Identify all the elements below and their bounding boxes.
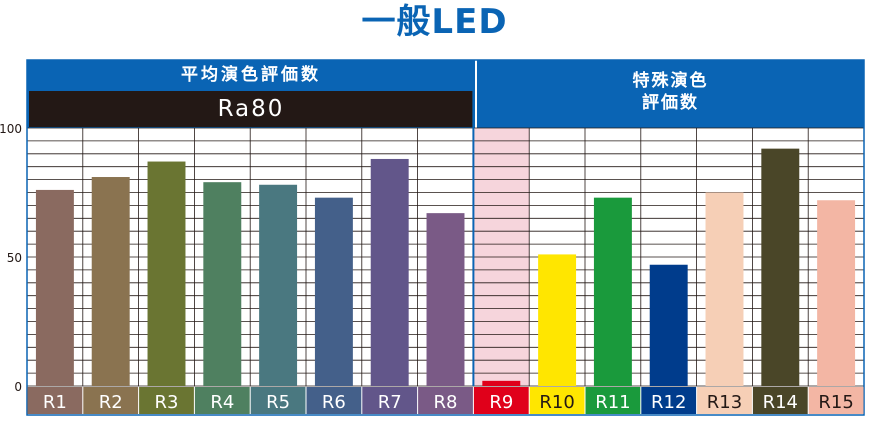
category-cell-r5 [250, 387, 306, 414]
bar-r11 [593, 197, 632, 386]
y-tick-label: 100 [0, 122, 22, 136]
category-label-r5: R5 [266, 392, 290, 413]
category-cell-r7 [362, 387, 418, 414]
category-label-r7: R7 [378, 392, 402, 413]
bar-r15 [817, 200, 856, 386]
category-cell-r8 [418, 387, 473, 414]
category-cell-r9 [473, 387, 529, 414]
bar-r9 [482, 380, 521, 386]
y-tick-label: 0 [14, 380, 22, 394]
bar-r7 [370, 158, 409, 386]
category-cell-r6 [306, 387, 362, 414]
bar-r13 [705, 192, 744, 386]
category-label-r11: R11 [595, 392, 630, 413]
category-label-r3: R3 [155, 392, 179, 413]
special-cri-label-line2: 評価数 [642, 93, 699, 113]
category-cell-r11 [585, 387, 641, 414]
bar-r10 [538, 254, 577, 386]
category-cell-r12 [641, 387, 697, 414]
ra-value-box: Ra80 [29, 91, 473, 127]
y-tick-label: 50 [7, 251, 22, 265]
category-label-r14: R14 [763, 392, 798, 413]
special-cri-label: 特殊演色 評価数 [477, 70, 864, 114]
category-cell-r14 [752, 387, 808, 414]
category-cell-r4 [194, 387, 250, 414]
category-cell-r3 [139, 387, 194, 414]
bar-r2 [91, 177, 130, 386]
category-label-r9: R9 [489, 392, 513, 413]
category-cell-r13 [697, 387, 752, 414]
chart-title: 一般LED [361, 2, 508, 42]
category-cell-r1 [27, 387, 83, 414]
category-label-r8: R8 [434, 392, 458, 413]
bar-r12 [649, 264, 688, 386]
category-label-r10: R10 [539, 392, 574, 413]
category-label-r4: R4 [210, 392, 234, 413]
bar-r14 [761, 148, 800, 386]
special-cri-header [477, 60, 864, 128]
bar-r5 [259, 184, 298, 386]
bar-r1 [35, 189, 74, 386]
bar-r3 [147, 161, 186, 386]
category-cell-r2 [83, 387, 139, 414]
category-label-r13: R13 [707, 392, 742, 413]
category-label-r6: R6 [322, 392, 346, 413]
bar-r8 [426, 213, 465, 386]
plot-frame [26, 59, 865, 416]
general-cri-label: 平均演色評価数 [181, 65, 321, 85]
bar-r6 [314, 197, 353, 386]
category-label-r2: R2 [99, 392, 123, 413]
special-cri-label-line1: 特殊演色 [632, 71, 709, 91]
bar-r4 [203, 182, 242, 386]
category-label-r1: R1 [43, 392, 67, 413]
category-label-r12: R12 [651, 392, 686, 413]
category-cell-r15 [808, 387, 864, 414]
category-cell-r10 [529, 387, 585, 414]
category-label-r15: R15 [818, 392, 853, 413]
